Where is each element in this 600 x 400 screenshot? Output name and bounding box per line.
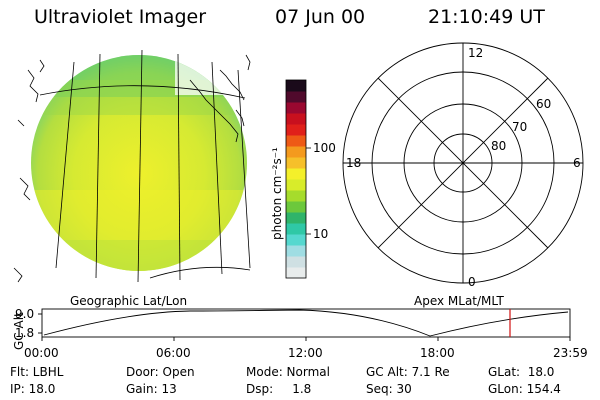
instrument-title: Ultraviolet Imager [34,6,207,28]
ytick-label-1_8: 1.8 [15,326,35,340]
info-ip: IP: 18.0 [10,382,56,396]
xtick-label-2359: 23:59 [553,346,588,360]
mlt-label-12: 12 [468,46,484,60]
coastline [13,54,251,283]
colorbar-cell [286,234,306,246]
info-filter: Flt: LBHL [10,365,64,379]
info-door: Door: Open [126,365,195,379]
colorbar-cell [286,190,306,202]
date-label: 07 Jun 00 [275,6,366,28]
info-seq: Seq: 30 [366,382,412,396]
polar-diagonal-2 [377,77,549,249]
colorbar-cells [286,80,306,279]
colorbar-cell [286,80,306,92]
colorbar-cell [286,146,306,158]
info-mode: Mode: Normal [246,365,330,379]
apex-label: Apex MLat/MLT [414,294,504,308]
altitude-curve [43,309,569,337]
colorbar-cell [286,245,306,257]
info-gain: Gain: 13 [126,382,177,396]
colorbar-cell [286,168,306,180]
colorbar-tick-label-100: 100 [313,141,336,155]
mlt-label-6: 6 [573,156,581,170]
colorbar-frame [285,79,307,279]
colorbar-cell [286,267,306,279]
xtick-label-0000: 00:00 [24,346,59,360]
lat-label-80: 80 [491,139,507,153]
colorbar-cell [286,157,306,169]
colorbar-tick-label-10: 10 [313,227,329,241]
time-label: 21:10:49 UT [428,6,545,28]
lat-label-60: 60 [536,97,552,111]
xtick-label-0600: 06:00 [156,346,191,360]
xtick-label-1200: 12:00 [288,346,323,360]
ytick-label-9: 9.0 [15,307,35,321]
xtick-label-1800: 18:00 [420,346,455,360]
lat-label-70: 70 [512,120,528,134]
colorbar-cell [286,212,306,224]
geographic-label: Geographic Lat/Lon [70,294,188,308]
colorbar-cell [286,113,306,125]
colorbar-cell [286,91,306,103]
colorbar-cell [286,135,306,147]
colorbar-cell [286,179,306,191]
info-gc-alt: GC Alt: 7.1 Re [366,365,450,379]
info-glon: GLon: 154.4 [488,382,561,396]
colorbar-cell [286,201,306,213]
info-dsp: Dsp: 1.8 [246,382,312,396]
mlt-label-0: 0 [468,275,476,289]
colorbar-cell [286,102,306,114]
colorbar-cell [286,256,306,268]
colorbar-cell [286,223,306,235]
mlt-label-18: 18 [346,156,362,170]
meridian-lines [39,49,251,283]
info-glat: GLat: 18.0 [488,365,555,379]
colorbar-cell [286,124,306,136]
